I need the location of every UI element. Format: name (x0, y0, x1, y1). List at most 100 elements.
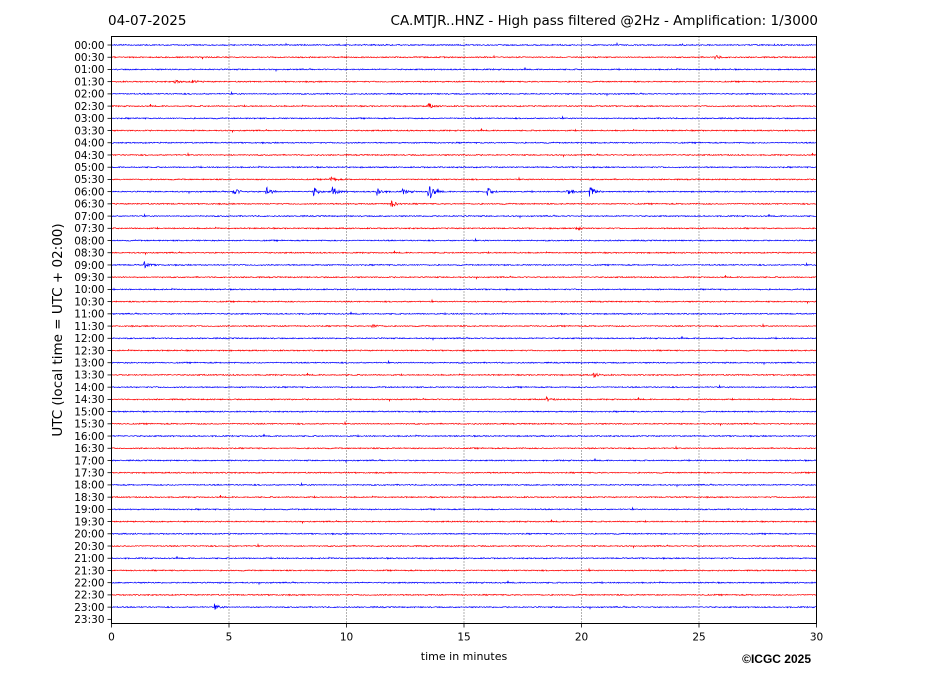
trace-00:30 (111, 54, 817, 60)
trace-21:30 (111, 567, 817, 572)
y-tick-label: 00:00 (74, 40, 104, 52)
grid-lines (228, 36, 700, 624)
y-axis-label: UTC (local time = UTC + 02:00) (50, 223, 66, 436)
trace-04:30 (111, 151, 817, 158)
chart-date: 04-07-2025 (108, 13, 186, 29)
y-tick-labels: 00:0000:3001:0001:3002:0002:3003:0003:30… (74, 40, 112, 626)
trace-18:00 (111, 481, 817, 488)
y-tick-label: 05:00 (74, 162, 104, 174)
trace-14:30 (111, 395, 817, 403)
trace-19:00 (111, 506, 817, 511)
y-tick-label: 17:30 (74, 468, 104, 480)
trace-12:00 (111, 336, 817, 341)
trace-11:30 (111, 323, 817, 329)
y-tick-label: 21:00 (74, 553, 104, 565)
y-tick-label: 03:30 (74, 125, 104, 137)
y-tick-label: 16:00 (74, 431, 104, 443)
trace-11:00 (111, 311, 817, 316)
y-tick-label: 09:00 (74, 260, 104, 272)
trace-13:00 (111, 359, 817, 366)
y-tick-label: 05:30 (74, 174, 104, 186)
y-tick-label: 10:30 (74, 296, 104, 308)
trace-17:30 (111, 471, 817, 475)
trace-04:00 (111, 141, 817, 145)
y-tick-label: 11:00 (74, 309, 104, 321)
trace-10:30 (111, 298, 817, 305)
trace-07:00 (111, 213, 817, 219)
trace-14:00 (111, 384, 817, 389)
trace-19:30 (111, 519, 817, 525)
y-tick-label: 06:30 (74, 199, 104, 211)
y-tick-label: 03:00 (74, 113, 104, 125)
copyright-label: ©ICGC 2025 (742, 652, 811, 666)
plot-frame (111, 36, 817, 624)
y-tick-label: 14:30 (74, 394, 104, 406)
trace-06:30 (111, 200, 817, 207)
trace-08:30 (111, 250, 817, 256)
trace-08:00 (111, 237, 817, 242)
trace-13:30 (111, 372, 817, 378)
trace-09:00 (111, 261, 817, 269)
y-tick-label: 02:30 (74, 101, 104, 113)
trace-group (111, 41, 817, 610)
y-tick-label: 01:00 (74, 64, 104, 76)
y-tick-label: 00:30 (74, 52, 104, 64)
x-tick-label: 30 (810, 632, 823, 644)
y-tick-label: 18:30 (74, 492, 104, 504)
y-tick-label: 06:00 (74, 186, 104, 198)
y-tick-label: 17:00 (74, 455, 104, 467)
y-tick-label: 23:30 (74, 614, 104, 626)
y-tick-label: 13:30 (74, 370, 104, 382)
trace-18:30 (111, 495, 817, 499)
trace-21:00 (111, 556, 817, 560)
y-tick-label: 14:00 (74, 382, 104, 394)
trace-03:00 (111, 115, 817, 120)
trace-12:30 (111, 348, 817, 353)
y-tick-label: 19:30 (74, 516, 104, 528)
y-tick-label: 07:00 (74, 211, 104, 223)
y-tick-label: 23:00 (74, 602, 104, 614)
x-tick-label: 5 (226, 632, 233, 644)
y-tick-label: 01:30 (74, 76, 104, 88)
y-tick-label: 15:00 (74, 406, 104, 418)
trace-05:30 (111, 176, 817, 182)
trace-10:00 (111, 287, 817, 291)
y-tick-label: 16:30 (74, 443, 104, 455)
y-tick-label: 09:30 (74, 272, 104, 284)
trace-23:00 (111, 603, 817, 610)
y-tick-label: 02:00 (74, 89, 104, 101)
x-tick-label: 0 (108, 632, 115, 644)
trace-01:00 (111, 67, 817, 73)
x-tick-labels: 0 5 10 15 20 25 30 (108, 623, 823, 644)
y-tick-label: 20:00 (74, 529, 104, 541)
trace-02:30 (111, 102, 817, 109)
x-axis-label: time in minutes (421, 650, 508, 663)
y-tick-label: 07:30 (74, 223, 104, 235)
y-tick-label: 10:00 (74, 284, 104, 296)
trace-02:00 (111, 90, 817, 97)
x-tick-label: 25 (692, 632, 705, 644)
trace-15:00 (111, 410, 817, 414)
y-tick-label: 04:30 (74, 150, 104, 162)
y-tick-label: 21:30 (74, 565, 104, 577)
trace-03:30 (111, 128, 817, 134)
y-tick-label: 20:30 (74, 541, 104, 553)
trace-20:30 (111, 543, 817, 549)
chart-title: CA.MTJR..HNZ - High pass filtered @2Hz -… (391, 13, 818, 29)
trace-22:30 (111, 593, 817, 597)
y-tick-label: 18:00 (74, 480, 104, 492)
trace-20:00 (111, 532, 817, 536)
y-tick-label: 04:00 (74, 138, 104, 150)
trace-22:00 (111, 580, 817, 586)
x-tick-label: 20 (575, 632, 588, 644)
trace-15:30 (111, 420, 817, 427)
y-tick-label: 08:00 (74, 235, 104, 247)
y-tick-label: 12:00 (74, 333, 104, 345)
trace-00:00 (111, 41, 817, 47)
y-tick-label: 11:30 (74, 321, 104, 333)
trace-01:30 (111, 79, 817, 84)
trace-05:00 (111, 165, 817, 169)
y-tick-label: 12:30 (74, 345, 104, 357)
y-tick-label: 22:00 (74, 577, 104, 589)
